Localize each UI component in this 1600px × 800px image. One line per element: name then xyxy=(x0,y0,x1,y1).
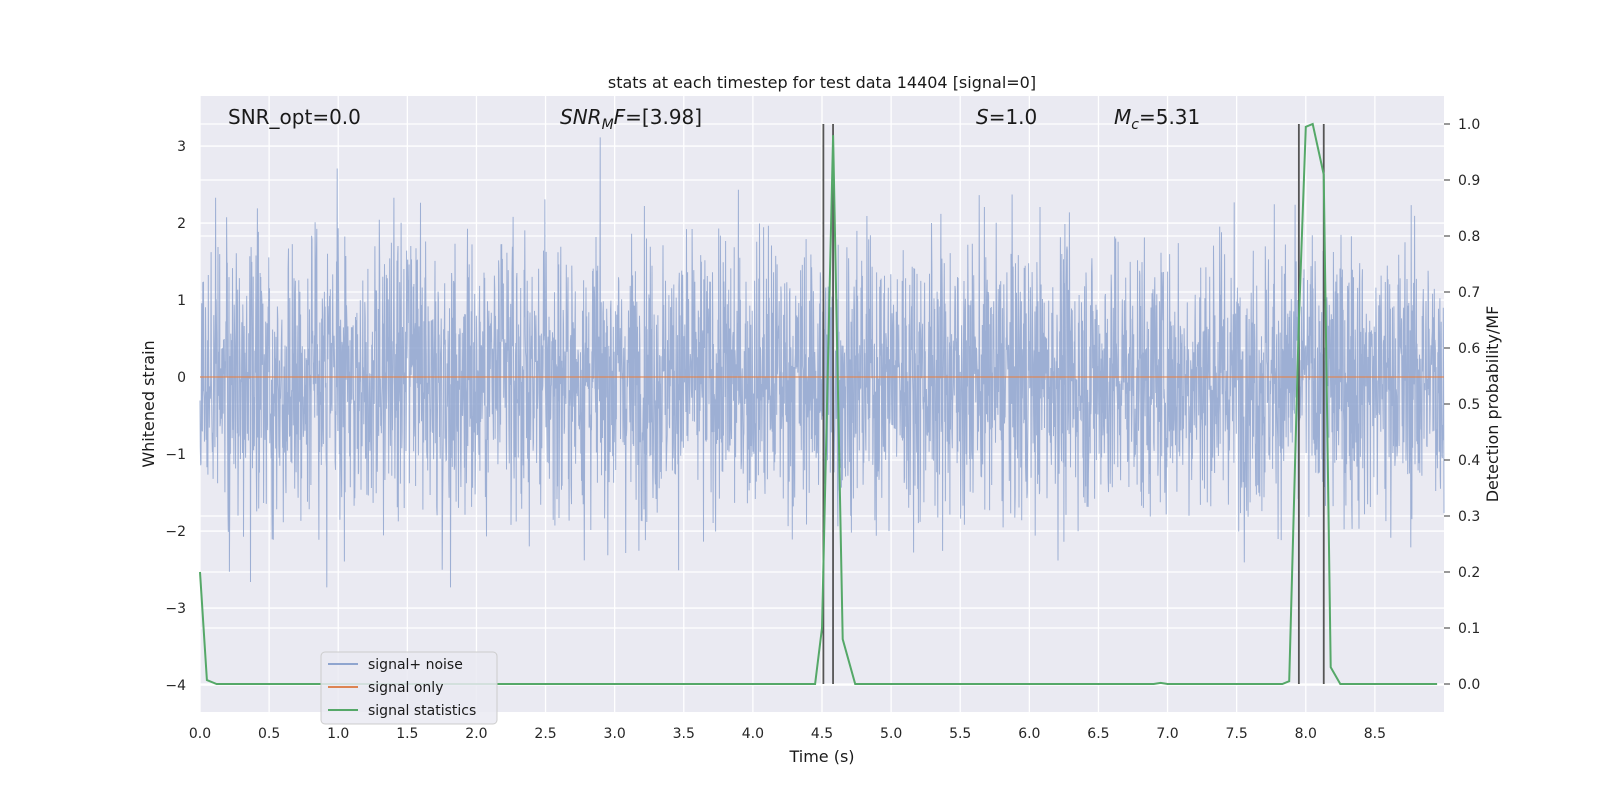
annotation-mc-subscript: c xyxy=(1131,117,1139,133)
legend-box xyxy=(320,651,498,725)
x-axis-label: Time (s) xyxy=(788,747,854,766)
y-tick-label-left: −2 xyxy=(165,524,186,540)
annotation-s: S=1.0 xyxy=(976,105,1037,129)
y-tick-label-right: 0.4 xyxy=(1458,453,1480,469)
annotation-snr-opt: SNR_opt=0.0 xyxy=(228,105,361,129)
x-tick-label: 5.5 xyxy=(949,726,971,742)
y-tick-label-right: 1.0 xyxy=(1458,117,1480,133)
y-ticks-left: 3 2 1 0 −1 −2 −3 −4 xyxy=(165,139,186,694)
series-signal-noise xyxy=(199,137,1445,588)
x-tick-label: 0.0 xyxy=(189,726,211,742)
legend-label-signal-noise: signal+ noise xyxy=(368,657,463,673)
y-tick-label-left: −1 xyxy=(165,447,186,463)
y-tick-label-left: 0 xyxy=(177,370,186,386)
annotation-snr-mf-subscript: M xyxy=(602,117,614,133)
y-tick-label-left: 2 xyxy=(177,216,186,232)
annotation-snr-mf-value: =[3.98] xyxy=(625,105,702,129)
y-tick-label-right: 0.6 xyxy=(1458,341,1480,357)
x-tick-label: 4.5 xyxy=(811,726,833,742)
x-ticks: 0.0 0.5 1.0 1.5 2.0 2.5 3.0 3.5 4.0 4.5 5.0 5.5 6.0 6… xyxy=(189,726,1386,742)
x-tick-label: 3.5 xyxy=(673,726,695,742)
x-tick-label: 6.5 xyxy=(1087,726,1109,742)
y-tick-label-right: 0.1 xyxy=(1458,621,1480,637)
legend-label-signal-only: signal only xyxy=(368,680,443,696)
y-tick-label-right: 0.7 xyxy=(1458,285,1480,301)
x-tick-label: 7.5 xyxy=(1226,726,1248,742)
x-tick-label: 7.0 xyxy=(1156,726,1178,742)
y-tick-label-right: 0.0 xyxy=(1458,677,1480,693)
annotation-snr-mf-f: F xyxy=(614,105,626,129)
legend-label-signal-statistics: signal statistics xyxy=(368,703,476,719)
y-ticks-right: 1.0 0.9 0.8 0.7 0.6 0.5 0.4 0.3 0.2 0.1 0.0 xyxy=(1444,117,1480,693)
x-tick-label: 6.0 xyxy=(1018,726,1040,742)
x-tick-label: 1.5 xyxy=(396,726,418,742)
y-tick-label-right: 0.8 xyxy=(1458,229,1480,245)
y-tick-label-right: 0.9 xyxy=(1458,173,1480,189)
y-tick-label-right: 0.5 xyxy=(1458,397,1480,413)
annotation-mc-value: =5.31 xyxy=(1139,105,1200,129)
annotation-mc: Mc=5.31 xyxy=(1114,105,1200,133)
y-tick-label-left: −3 xyxy=(165,601,186,617)
x-tick-label: 8.0 xyxy=(1295,726,1317,742)
x-tick-label: 2.5 xyxy=(534,726,556,742)
annotation-snr-mf: SNRMF=[3.98] xyxy=(560,105,702,133)
chart-title: stats at each timestep for test data 144… xyxy=(608,73,1036,92)
x-tick-label: 5.0 xyxy=(880,726,902,742)
y-tick-label-left: −4 xyxy=(165,678,186,694)
x-tick-label: 4.0 xyxy=(742,726,764,742)
y-tick-label-right: 0.2 xyxy=(1458,565,1480,581)
x-tick-label: 2.0 xyxy=(465,726,487,742)
annotation-snr-mf-symbol: SNR xyxy=(560,105,602,129)
signal-statistics-line xyxy=(199,122,1438,685)
annotation-s-value: =1.0 xyxy=(989,105,1038,129)
annotation-mc-symbol: M xyxy=(1114,105,1131,129)
y-tick-label-right: 0.3 xyxy=(1458,509,1480,525)
y-axis-label-left: Whitened strain xyxy=(139,340,158,467)
series-signal-statistics xyxy=(199,122,1438,685)
y-axis-label-right: Detection probability/MF xyxy=(1483,306,1502,503)
y-tick-label-left: 1 xyxy=(177,293,186,309)
x-tick-label: 0.5 xyxy=(258,726,280,742)
annotation-s-symbol: S xyxy=(976,105,989,129)
x-tick-label: 3.0 xyxy=(604,726,626,742)
legend: signal+ noise signal only signal statist… xyxy=(320,651,498,725)
signal-noise-line xyxy=(199,137,1445,588)
x-tick-label: 1.0 xyxy=(327,726,349,742)
x-tick-label: 8.5 xyxy=(1364,726,1386,742)
y-tick-label-left: 3 xyxy=(177,139,186,155)
